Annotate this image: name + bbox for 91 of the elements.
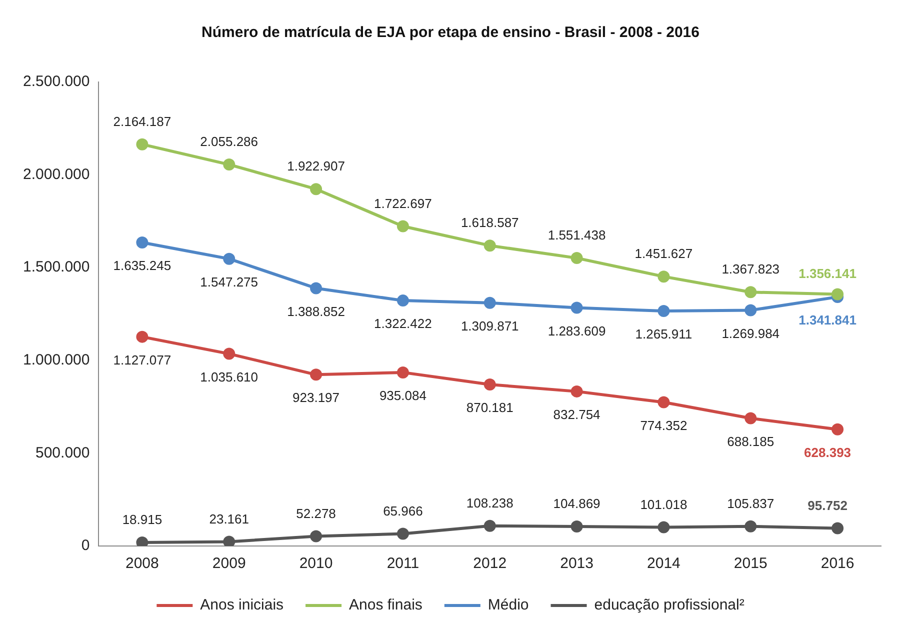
y-tick-label: 2.500.000 (22, 73, 90, 90)
point (396, 366, 409, 378)
point (136, 236, 148, 248)
point (310, 282, 322, 294)
data-label: 1.127.077 (113, 352, 172, 368)
point (396, 220, 409, 232)
data-label: 2.055.286 (200, 134, 258, 150)
legend-label: Anos finais (349, 596, 422, 614)
data-label: 105.837 (727, 496, 774, 511)
data-label: 923.197 (292, 390, 340, 406)
x-tick-label: 2010 (299, 555, 333, 572)
data-label: 65.966 (383, 503, 423, 518)
data-label: 2.164.187 (113, 114, 172, 129)
x-tick-label: 2014 (647, 555, 680, 572)
data-label: 1.722.697 (374, 196, 432, 211)
x-tick-label: 2009 (212, 555, 246, 572)
data-label: 1.547.275 (200, 274, 258, 290)
data-label: 774.352 (640, 418, 688, 433)
y-tick-label: 1.500.000 (22, 258, 90, 276)
point (136, 536, 148, 546)
data-label: 1.618.587 (460, 215, 519, 230)
data-label: 1.635.245 (113, 258, 172, 274)
point (744, 412, 757, 424)
point (484, 520, 496, 532)
point (744, 520, 757, 532)
point (396, 528, 409, 540)
legend-label: educação profissional² (594, 596, 744, 614)
data-label: 23.161 (209, 511, 249, 526)
data-label: 832.754 (553, 407, 600, 422)
point (310, 368, 322, 381)
point (136, 138, 148, 150)
point (223, 348, 236, 360)
point (136, 330, 148, 343)
y-tick-label: 1.000.000 (22, 352, 90, 369)
data-label: 1.265.911 (635, 326, 692, 342)
point (744, 286, 757, 298)
data-label: 1.451.627 (634, 246, 693, 262)
point (484, 296, 496, 309)
data-label: 1.035.610 (200, 369, 258, 384)
data-label: 1.341.841 (798, 312, 856, 328)
x-tick-label: 2008 (126, 555, 159, 572)
point (658, 521, 670, 534)
data-label: 1.309.871 (460, 318, 519, 334)
point (223, 158, 236, 171)
chart-title: Número de matrícula de EJA por etapa de ensino - Brasil - 2008 - 2016 (202, 24, 700, 42)
x-tick-label: 2012 (473, 555, 507, 572)
point (310, 530, 322, 542)
point (658, 305, 670, 318)
point (396, 294, 409, 307)
x-tick-label: 2013 (560, 555, 594, 572)
point (658, 396, 670, 408)
data-label: 101.018 (640, 496, 688, 512)
x-tick-label: 2015 (734, 555, 768, 572)
data-label: 1.922.907 (287, 158, 345, 174)
point (570, 385, 583, 398)
point (570, 252, 583, 264)
data-label: 935.084 (379, 388, 426, 404)
data-label: 688.185 (727, 434, 774, 449)
data-label: 104.869 (553, 496, 600, 512)
data-label: 1.356.141 (798, 266, 856, 281)
point (744, 304, 757, 316)
data-label: 1.269.984 (722, 326, 780, 341)
data-label: 628.393 (804, 444, 852, 460)
legend-label: Médio (488, 596, 529, 614)
data-label: 108.238 (466, 495, 514, 510)
point (484, 240, 496, 252)
data-label: 95.752 (808, 498, 848, 513)
point (832, 522, 844, 534)
x-tick-label: 2016 (820, 555, 854, 572)
point (223, 536, 236, 546)
data-label: 52.278 (296, 506, 336, 521)
data-label: 1.322.422 (374, 316, 432, 332)
y-tick-label: 2.000.000 (22, 166, 90, 183)
point (484, 378, 496, 390)
x-tick-label: 2011 (386, 555, 420, 572)
point (832, 423, 844, 436)
data-label: 1.388.852 (287, 304, 345, 319)
point (658, 270, 670, 283)
point (832, 288, 844, 300)
y-tick-label: 500.000 (35, 444, 90, 462)
data-label: 18.915 (122, 512, 162, 528)
point (570, 302, 583, 314)
legend-label: Anos iniciais (200, 596, 284, 614)
point (310, 183, 322, 196)
data-label: 1.551.438 (548, 228, 606, 243)
data-label: 1.367.823 (722, 262, 780, 277)
y-tick-label: 0 (81, 537, 90, 554)
data-label: 1.283.609 (548, 323, 606, 338)
point (223, 252, 236, 265)
point (570, 520, 583, 533)
data-label: 870.181 (466, 400, 514, 416)
